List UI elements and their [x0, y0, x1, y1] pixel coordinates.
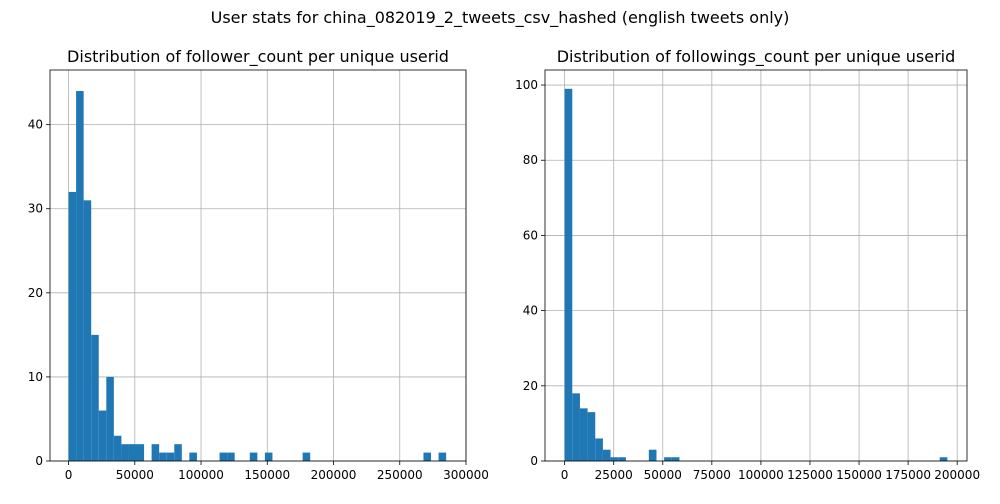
follower-grid — [50, 70, 467, 462]
followings-bars — [564, 88, 948, 461]
follower-bar-20 — [219, 452, 228, 461]
followings-ytick-label-1: 20 — [523, 379, 538, 393]
follower-xtick-label-1: 50000 — [116, 468, 154, 482]
followings-xtick-label-1: 25000 — [595, 468, 633, 482]
follower-bar-16 — [189, 452, 197, 461]
followings-xtick-label-0: 0 — [561, 468, 569, 482]
follower-bar-26 — [264, 452, 273, 461]
follower-xtick-label-2: 100000 — [178, 468, 224, 482]
followings-xtick-label-5: 125000 — [787, 468, 833, 482]
follower-bar-3 — [91, 334, 99, 461]
follower-xtick-label-0: 0 — [65, 468, 73, 482]
followings-xtick-label-8: 200000 — [934, 468, 980, 482]
follower-bar-8 — [128, 444, 137, 461]
follower-bar-12 — [159, 452, 167, 461]
follower-xtick-label-6: 300000 — [443, 468, 489, 482]
followings-bar-13 — [664, 457, 672, 461]
followings-xtick-label-3: 75000 — [693, 468, 731, 482]
followings-ytick-label-5: 100 — [515, 78, 538, 92]
follower-bar-0 — [68, 191, 77, 461]
follower-ytick-label-1: 10 — [28, 370, 43, 384]
follower-ytick-label-2: 20 — [28, 286, 43, 300]
follower-bar-14 — [174, 444, 182, 461]
followings-bar-4 — [595, 438, 603, 461]
follower-bar-2 — [83, 200, 92, 462]
follower-xtick-label-3: 150000 — [244, 468, 290, 482]
follower-bar-1 — [76, 91, 84, 461]
follower-bar-11 — [151, 444, 160, 461]
followings-bar-2 — [579, 408, 588, 461]
followings-axes-frame — [544, 69, 968, 462]
follower-xtick-label-5: 250000 — [377, 468, 423, 482]
followings-histogram-title: Distribution of followings_count per uni… — [557, 47, 956, 67]
followings-xtick-label-4: 100000 — [738, 468, 784, 482]
followings-ticks: 0 25000 50000 75000 100000 125000 150000 175000… — [515, 78, 980, 482]
follower-bar-21 — [227, 452, 235, 461]
followings-bar-14 — [671, 457, 680, 461]
follower-bar-49 — [438, 452, 447, 461]
follower-count-histogram: 0 50000 100000 150000 200000 250000 300000 0 10 2… — [28, 47, 489, 482]
followings-xtick-label-6: 150000 — [836, 468, 882, 482]
follower-ticks: 0 50000 100000 150000 200000 250000 300000 0 10 2… — [28, 118, 489, 482]
follower-bars — [68, 91, 447, 462]
followings-ytick-label-4: 80 — [523, 153, 538, 167]
follower-ytick-label-4: 40 — [28, 118, 43, 132]
followings-ytick-label-0: 0 — [530, 454, 538, 468]
followings-count-histogram: 0 25000 50000 75000 100000 125000 150000 175000… — [515, 47, 980, 482]
follower-bar-5 — [106, 376, 114, 461]
followings-bar-3 — [587, 412, 596, 461]
followings-bar-0 — [564, 88, 573, 461]
followings-bar-49 — [939, 457, 948, 461]
followings-ytick-label-3: 60 — [523, 228, 538, 242]
followings-bar-5 — [602, 449, 611, 461]
follower-bar-24 — [249, 452, 258, 461]
figure-suptitle: User stats for china_082019_2_tweets_csv… — [211, 8, 790, 28]
followings-xtick-label-2: 50000 — [644, 468, 682, 482]
follower-xtick-label-4: 200000 — [311, 468, 357, 482]
followings-bar-1 — [572, 393, 580, 461]
followings-grid — [545, 70, 967, 462]
follower-bar-7 — [121, 444, 129, 461]
followings-bar-7 — [618, 457, 626, 461]
follower-ytick-label-3: 30 — [28, 202, 43, 216]
follower-histogram-title: Distribution of follower_count per uniqu… — [67, 47, 449, 67]
follower-bar-9 — [136, 444, 145, 461]
follower-bar-47 — [423, 452, 432, 461]
follower-axes-frame — [49, 69, 467, 462]
follower-bar-13 — [166, 452, 175, 461]
followings-xtick-label-7: 175000 — [885, 468, 931, 482]
followings-bar-11 — [648, 449, 657, 461]
followings-bar-6 — [610, 457, 619, 461]
followings-ytick-label-2: 40 — [523, 304, 538, 318]
follower-ytick-label-0: 0 — [35, 454, 43, 468]
follower-bar-6 — [113, 435, 122, 461]
follower-bar-4 — [98, 410, 107, 461]
follower-bar-31 — [302, 452, 311, 461]
